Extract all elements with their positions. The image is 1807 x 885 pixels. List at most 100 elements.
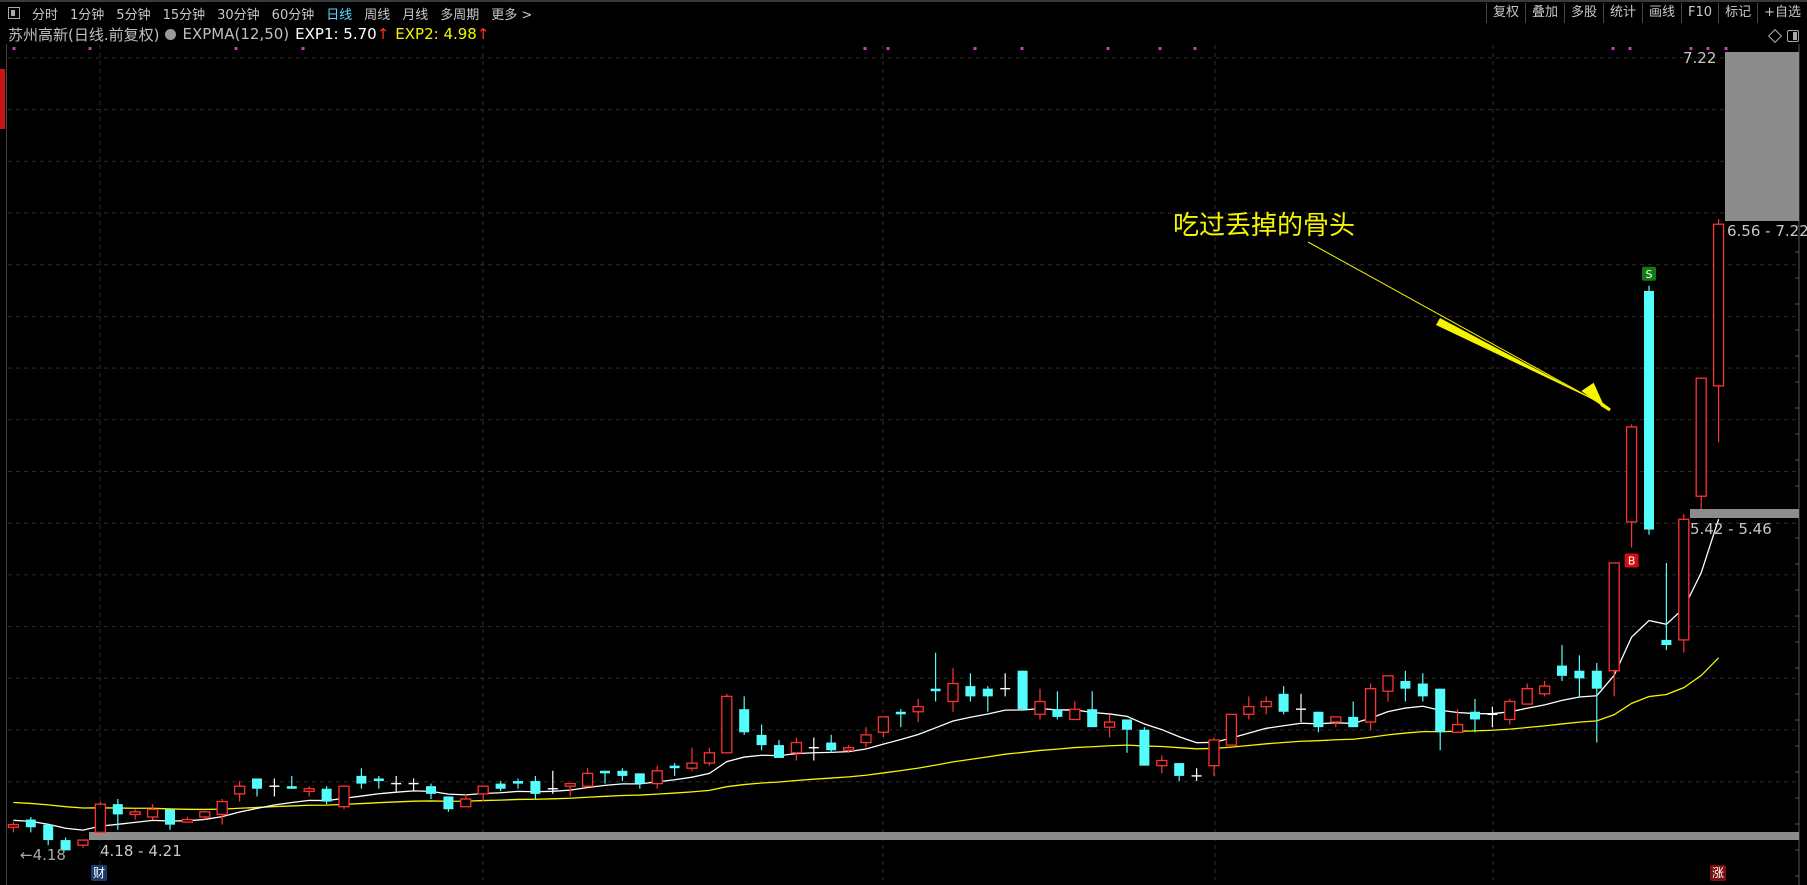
event-marker-dot xyxy=(1628,47,1632,50)
toolbar-button[interactable]: 画线 xyxy=(1642,3,1681,23)
toolbar-button[interactable]: +自选 xyxy=(1757,3,1807,23)
candle-down-body xyxy=(930,688,941,692)
candle-up-body xyxy=(790,741,803,754)
candle-up-body xyxy=(1504,700,1516,721)
indicator-name[interactable]: EXPMA(12,50) xyxy=(182,25,290,43)
candle-up-body xyxy=(1034,700,1046,715)
period-tab[interactable]: 日线 xyxy=(326,7,353,23)
event-marker-dot xyxy=(1706,47,1710,50)
period-tab[interactable]: 周线 xyxy=(364,7,391,23)
annotation-arrow-shaft-thin xyxy=(1307,241,1597,402)
candle-down-body xyxy=(895,711,906,715)
candle-down-body xyxy=(426,786,436,794)
event-marker-dot xyxy=(1611,47,1615,50)
candle-down-body xyxy=(1052,709,1063,717)
candle-down-body xyxy=(530,781,541,794)
period-tab[interactable]: 5分钟 xyxy=(116,7,151,23)
candle-down-body xyxy=(965,686,976,697)
candle-up-body xyxy=(7,824,20,828)
candle-down-body xyxy=(774,745,784,758)
event-marker-dot xyxy=(1193,47,1197,50)
financial-report-badge[interactable]: 财 xyxy=(91,865,107,881)
toolbar-button[interactable]: 复权 xyxy=(1485,3,1525,23)
candle-up-body xyxy=(912,705,924,713)
candle-down-body xyxy=(1139,729,1150,766)
candle-down-body xyxy=(1591,670,1602,689)
candle-up-body xyxy=(94,803,107,834)
left-sidebar-active-tab[interactable] xyxy=(0,69,5,129)
exp2-up-arrow-icon: ↑ xyxy=(476,25,490,43)
toolbar-button[interactable]: 多股 xyxy=(1564,3,1603,23)
candle-down-body xyxy=(373,778,384,782)
annotation-text: 吃过丢掉的骨头 xyxy=(1173,211,1356,241)
candle-down-body xyxy=(25,819,36,828)
candle-up-body xyxy=(303,788,315,792)
period-tab[interactable]: 更多 > xyxy=(491,7,533,23)
candle-down-body xyxy=(1417,683,1428,697)
candle-up-body xyxy=(1069,708,1081,721)
candle-up-body xyxy=(1330,716,1342,723)
candle-up-body xyxy=(686,762,698,769)
toolbar-button[interactable]: 标记 xyxy=(1718,3,1757,23)
annotation-arrow-head xyxy=(1581,382,1611,412)
toolbar-button[interactable]: 叠加 xyxy=(1524,3,1564,23)
candle-down-body xyxy=(739,709,750,733)
candle-up-body xyxy=(1156,759,1168,767)
candle-down-body xyxy=(112,804,123,815)
candle-down-body xyxy=(1017,670,1028,710)
candle-up-body xyxy=(199,811,211,818)
candle-down-body xyxy=(1400,680,1411,689)
candle-up-body xyxy=(1678,518,1690,641)
candle-down-body xyxy=(1644,290,1654,530)
annotation-arrow-shaft xyxy=(1436,318,1596,401)
signal-b-badge xyxy=(1624,553,1639,568)
candle-up-body xyxy=(477,785,489,795)
candle-up-body xyxy=(1243,705,1255,715)
event-marker-dot xyxy=(1724,47,1728,50)
event-marker-dot xyxy=(301,47,305,50)
layout-toggle-icon[interactable] xyxy=(8,7,20,19)
toolbar-button[interactable]: 统计 xyxy=(1603,3,1642,23)
period-tab[interactable]: 15分钟 xyxy=(162,7,206,23)
candle-up-body xyxy=(1225,713,1238,746)
event-marker-dot xyxy=(1158,47,1162,50)
side-panel-toggle-icon[interactable] xyxy=(1787,30,1799,42)
toolbar-button[interactable]: F10 xyxy=(1681,3,1718,23)
left-sidebar-strip[interactable] xyxy=(0,44,7,885)
candle-up-body xyxy=(146,808,159,818)
indicator-settings-icon[interactable] xyxy=(165,28,177,40)
price-limit-badge[interactable]: 涨 xyxy=(1710,865,1726,881)
candle-up-body xyxy=(1364,688,1377,723)
candle-up-body xyxy=(1521,688,1533,705)
period-tab[interactable]: 1分钟 xyxy=(70,7,105,23)
candle-down-body xyxy=(1470,711,1480,720)
candle-up-body xyxy=(947,682,959,703)
event-marker-dot xyxy=(234,47,238,50)
candle-down-body xyxy=(513,781,523,784)
event-marker-dot xyxy=(12,47,16,50)
event-marker-dot xyxy=(1106,47,1110,50)
window-top-border xyxy=(0,0,1807,2)
period-tab[interactable]: 多周期 xyxy=(440,7,480,23)
period-tab[interactable]: 30分钟 xyxy=(217,7,260,23)
period-tab[interactable]: 分时 xyxy=(32,7,59,23)
candle-down-body xyxy=(756,734,767,746)
candle-up-body xyxy=(233,785,246,795)
candle-up-body xyxy=(877,716,890,733)
candle-up-body xyxy=(460,798,472,808)
candle-up-body xyxy=(1712,223,1725,387)
candle-down-body xyxy=(1661,639,1672,646)
exp1-up-arrow-icon: ↑ xyxy=(376,25,390,43)
candle-down-body xyxy=(443,796,454,810)
candle-down-body xyxy=(1557,665,1567,676)
candle-down-body xyxy=(669,765,680,769)
exp2-value: EXP2: 4.98 xyxy=(395,25,477,43)
candle-down-body xyxy=(356,775,367,784)
period-tab[interactable]: 月线 xyxy=(402,7,429,23)
event-marker-dot xyxy=(886,47,890,50)
period-tab[interactable]: 60分钟 xyxy=(271,7,315,23)
candle-down-body xyxy=(1087,709,1098,728)
candle-down-body xyxy=(1122,719,1132,730)
exp2-line xyxy=(13,657,1720,811)
